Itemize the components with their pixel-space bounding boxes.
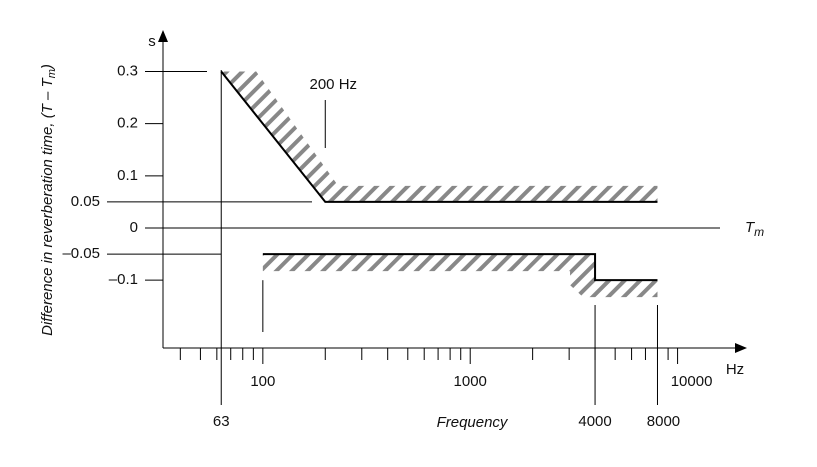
- y-axis-title: Difference in reverberation time, (T – T…: [39, 64, 58, 336]
- frequency-marker-label: 4000: [578, 413, 611, 430]
- reference-label-text: T: [745, 219, 756, 236]
- frequency-marker-label: 8000: [647, 413, 680, 430]
- x-unit: Hz: [726, 361, 744, 378]
- y-tick-label: 0.3: [117, 62, 138, 79]
- y-unit: s: [148, 33, 156, 50]
- y-tick-label: –0.05: [62, 245, 100, 262]
- y-tick-label: 0.05: [71, 193, 100, 210]
- x-tick-label: 10000: [671, 373, 713, 390]
- reference-label-subscript: m: [754, 225, 764, 239]
- limit-line: [220, 70, 658, 203]
- upper-hatch: [221, 71, 658, 202]
- y-tick-label: 0.2: [117, 115, 138, 132]
- y-axis-title-text: Difference in reverberation time, (T – T: [39, 76, 56, 335]
- reference-label: Tm: [745, 219, 764, 239]
- limit-line: [262, 253, 658, 282]
- lower-hatch: [262, 254, 658, 298]
- y-tick-label: 0.1: [117, 167, 138, 184]
- frequency-marker-label: 63: [213, 413, 230, 430]
- x-tick-label: 1000: [454, 373, 487, 390]
- tolerance-hatching: [221, 71, 658, 298]
- y-axis-title-close: ): [39, 64, 56, 71]
- y-axis-title-subscript: m: [46, 69, 58, 78]
- y-tick-label: 0: [130, 219, 138, 236]
- x-tick-label: 100: [250, 373, 275, 390]
- annotation: 200 Hz: [310, 76, 358, 93]
- x-axis-title: Frequency: [437, 414, 509, 431]
- y-tick-label: –0.1: [109, 271, 138, 288]
